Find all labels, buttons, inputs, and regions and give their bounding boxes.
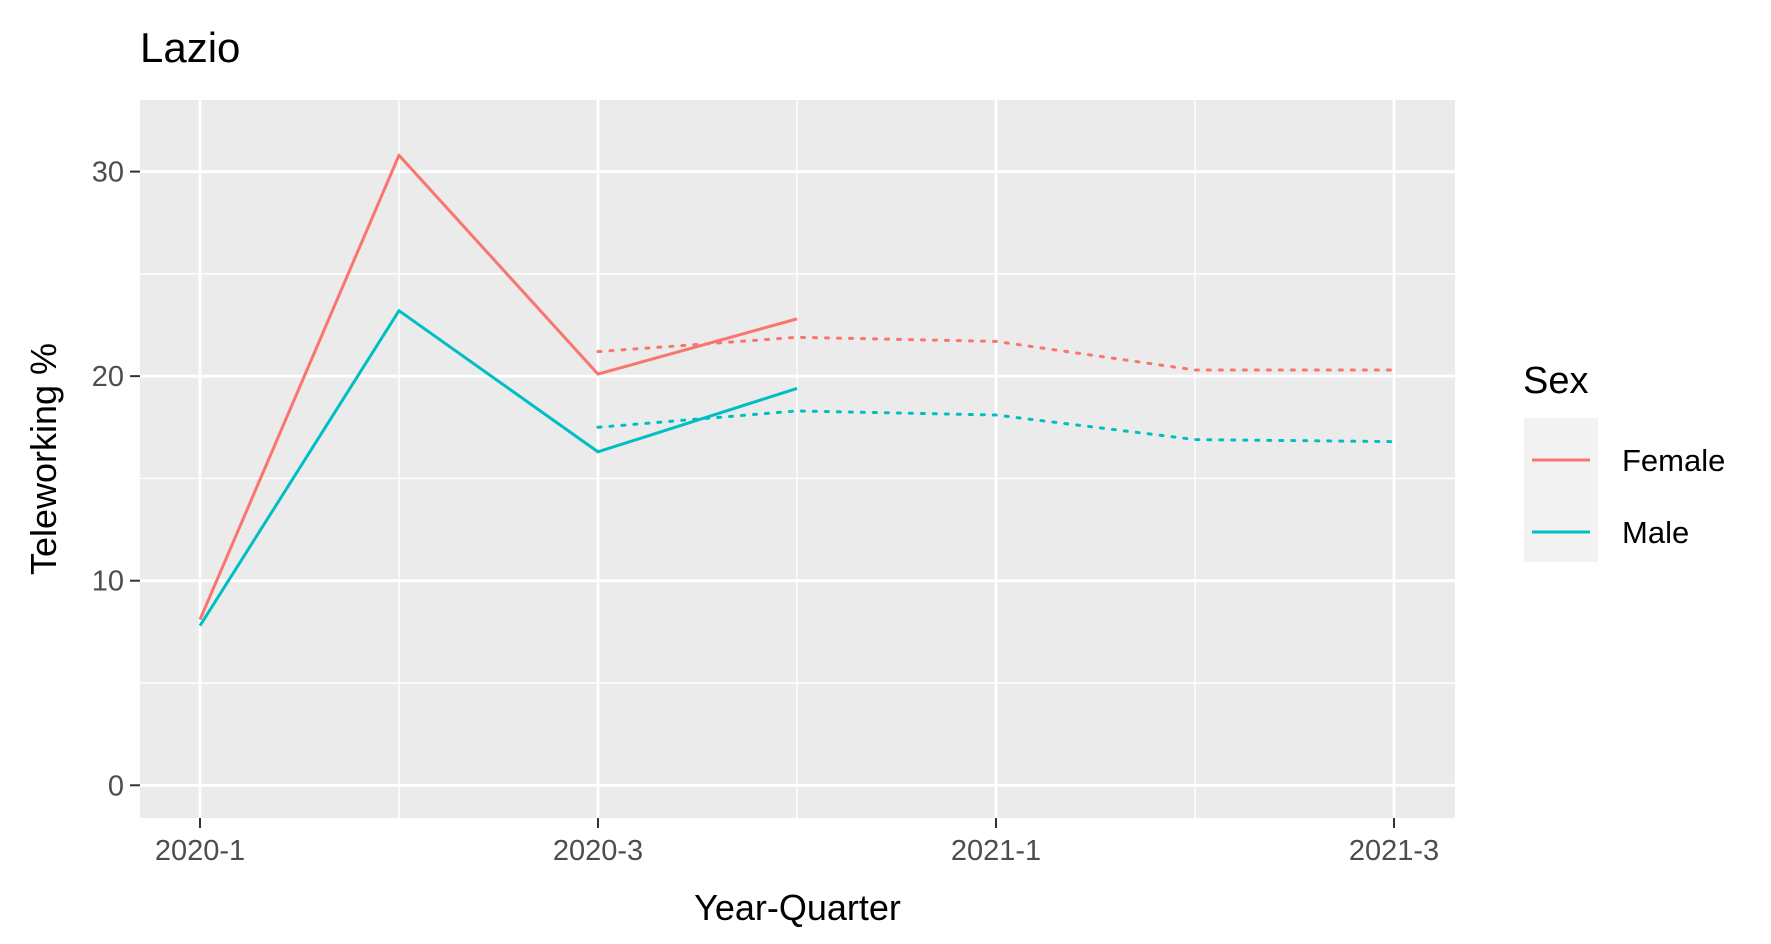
y-axis-title: Teleworking % [23,343,64,575]
chart-title: Lazio [140,24,240,71]
legend-key-background [1524,418,1598,562]
legend-title: Sex [1523,360,1588,402]
x-tick-label: 2020-1 [155,835,245,867]
series-line-female-dotted [596,335,1396,372]
series-line-male-dotted [596,409,1396,444]
y-tick-label: 20 [92,361,124,393]
series-line-female-solid [198,153,798,621]
series-lines [198,153,1396,627]
x-tick-label: 2020-3 [553,835,643,867]
y-tick-label: 30 [92,157,124,189]
legend-label-female: Female [1622,443,1725,478]
legend: Sex Female Male [1523,360,1725,562]
y-tick-label: 0 [108,770,124,802]
x-axis-title: Year-Quarter [694,887,901,928]
x-tick-label: 2021-3 [1349,835,1439,867]
y-tick-label: 10 [92,566,124,598]
axes: 0 10 20 30 2020-1 2020-3 2021-1 2021-3 [92,157,1439,867]
legend-label-male: Male [1622,515,1689,550]
minor-gridlines [140,100,1455,818]
x-tick-label: 2021-1 [951,835,1041,867]
